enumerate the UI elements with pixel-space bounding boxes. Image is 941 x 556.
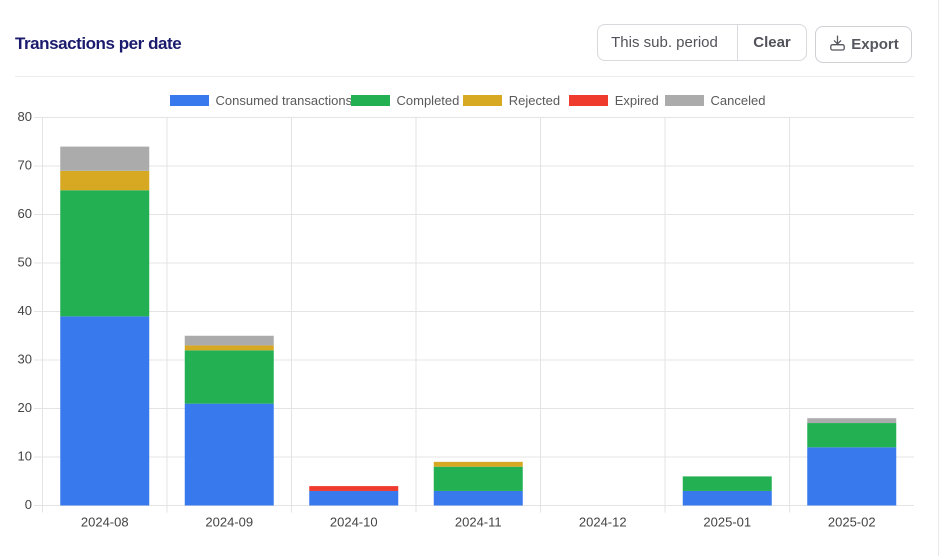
svg-text:30: 30 <box>18 352 32 367</box>
svg-text:80: 80 <box>18 109 32 124</box>
svg-text:2024-12: 2024-12 <box>579 515 627 530</box>
svg-text:50: 50 <box>18 255 32 270</box>
svg-text:2024-08: 2024-08 <box>81 515 129 530</box>
svg-text:2024-11: 2024-11 <box>455 515 502 530</box>
svg-text:2024-10: 2024-10 <box>330 515 378 530</box>
svg-text:20: 20 <box>18 400 32 415</box>
svg-text:70: 70 <box>18 158 32 173</box>
svg-text:2024-09: 2024-09 <box>205 515 253 530</box>
svg-text:2025-01: 2025-01 <box>703 515 751 530</box>
svg-text:40: 40 <box>18 303 32 318</box>
svg-text:60: 60 <box>18 206 32 221</box>
svg-text:10: 10 <box>18 449 32 464</box>
svg-text:0: 0 <box>25 497 32 512</box>
svg-text:2025-02: 2025-02 <box>828 515 876 530</box>
